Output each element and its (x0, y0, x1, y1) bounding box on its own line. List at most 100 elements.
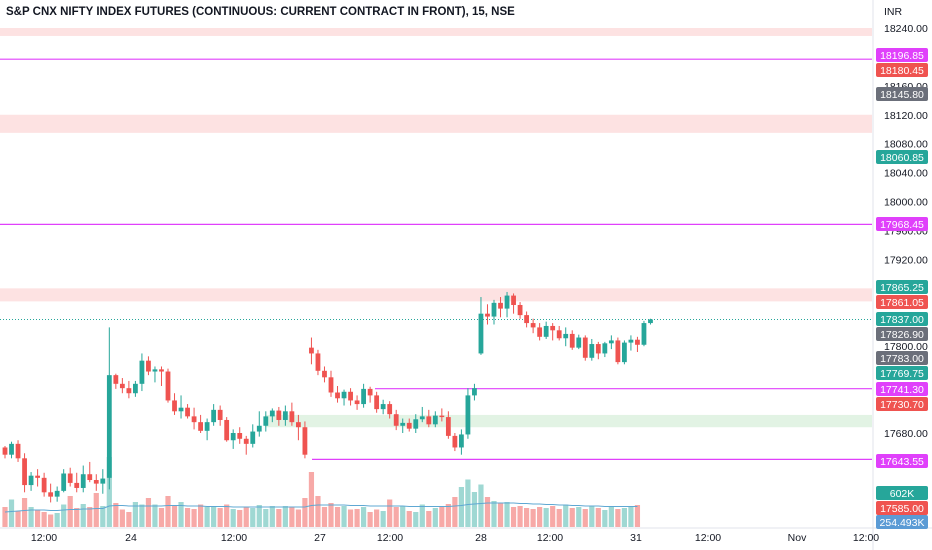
time-tick-label: 12:00 (853, 532, 879, 544)
price-label-bg (876, 295, 928, 309)
volume-bar (400, 506, 406, 527)
candle (146, 356, 151, 376)
time-axis[interactable]: 12:00 24 12:00 27 12:00 28 12:00 31 12:00 Nov 12:0… (0, 527, 932, 544)
candle (582, 335, 588, 361)
price-label-badge: 602K (876, 486, 928, 500)
candle (569, 330, 575, 350)
price-label-badge: 18180.45 (876, 63, 928, 77)
price-label-text: 17826.90 (880, 329, 924, 341)
candle (400, 418, 406, 433)
candle-body (263, 416, 269, 426)
candle-body (524, 315, 529, 324)
candle-body (485, 313, 490, 317)
candle (61, 469, 67, 493)
volume-bar (204, 507, 210, 527)
candle-body (276, 410, 282, 420)
price-label-bg (876, 280, 928, 294)
volume-bar (87, 507, 93, 527)
candle (361, 383, 366, 408)
candle (367, 386, 373, 403)
candle (217, 405, 223, 426)
candle (517, 302, 523, 319)
price-tick-label: 17920.00 (884, 254, 928, 266)
candle (628, 335, 634, 351)
candle-body (635, 339, 640, 345)
candle-body (198, 422, 203, 431)
candle (178, 395, 184, 419)
price-label-bg (876, 501, 928, 515)
candle-body (432, 415, 438, 425)
candle-body (309, 347, 314, 354)
candle-body (478, 313, 484, 354)
candle-body (328, 377, 334, 393)
price-label-bg (876, 63, 928, 77)
candle (9, 441, 14, 459)
candle-body (439, 415, 445, 418)
volume-bar (106, 457, 112, 527)
candle-body (622, 342, 627, 363)
candle (641, 320, 647, 347)
supply-zone (0, 288, 872, 302)
volume-bar (497, 503, 504, 527)
volume-bar (367, 512, 373, 527)
candle-body (126, 388, 132, 394)
volume-bar (48, 514, 54, 527)
candle-body (178, 407, 184, 412)
candle (185, 404, 190, 419)
volume-bar (634, 505, 641, 527)
candle (419, 406, 425, 423)
volume-bar (361, 507, 367, 527)
volume-layer (2, 457, 641, 527)
candle-body (224, 419, 230, 441)
price-label-text: 17968.45 (880, 219, 924, 231)
candle-body (569, 333, 575, 348)
volume-bar (113, 503, 119, 527)
candle-body (67, 473, 73, 483)
candle-body (491, 302, 497, 317)
candle-body (296, 422, 301, 428)
candle-body (550, 325, 556, 331)
volume-bar (93, 493, 99, 527)
price-label-bg (876, 48, 928, 62)
candle-body (191, 416, 197, 423)
candle-body (641, 323, 647, 345)
price-label-text: 17837.00 (880, 314, 924, 326)
volume-bar (595, 508, 601, 527)
volume-bar (406, 511, 412, 527)
candle (87, 461, 93, 483)
volume-bar (41, 512, 47, 527)
candle-body (146, 360, 151, 372)
volume-bar (269, 506, 275, 527)
volume-bar (347, 509, 354, 527)
candle (615, 337, 621, 365)
volume-bar (165, 496, 171, 527)
candle-body (54, 490, 60, 497)
price-label-bg (876, 327, 928, 341)
candle-body (367, 388, 373, 396)
price-label-bg (876, 217, 928, 231)
candle (406, 418, 412, 432)
candle-body (172, 400, 177, 412)
candle (348, 388, 353, 406)
candle (133, 380, 138, 397)
candle-body (361, 388, 366, 405)
candle (282, 405, 288, 426)
candle (426, 409, 432, 428)
volume-bar (28, 507, 34, 527)
time-tick-label: 12:00 (31, 532, 57, 544)
candle (28, 472, 34, 491)
candle-body (93, 480, 99, 484)
volume-bar (54, 513, 60, 527)
zones-layer (0, 28, 872, 428)
volume-bar (35, 509, 41, 527)
price-label-text: 602K (890, 488, 915, 500)
price-label-badge: 17865.25 (876, 280, 928, 294)
volume-bar (439, 507, 445, 527)
volume-bar (484, 497, 491, 527)
candle (152, 366, 158, 383)
volume-bar (563, 504, 569, 527)
candle (608, 335, 614, 350)
candle (341, 389, 347, 406)
price-label-bg (876, 486, 928, 500)
